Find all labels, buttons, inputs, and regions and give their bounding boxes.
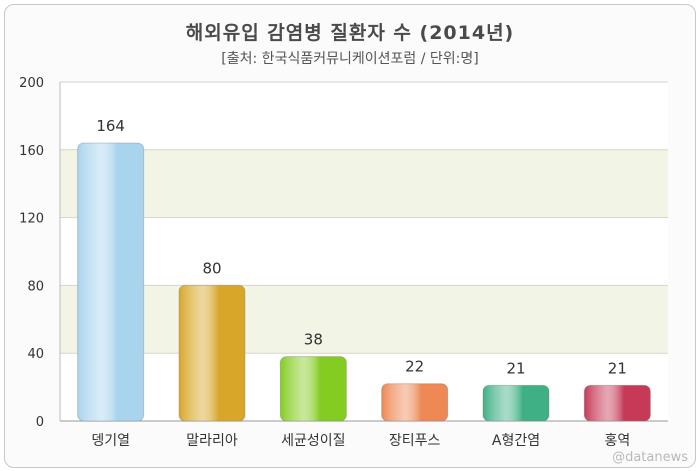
y-tick-label: 120 [19, 212, 44, 227]
chart-subtitle: [출처: 한국식품커뮤니케이션포럼 / 단위:명] [221, 51, 479, 67]
y-tick-label: 200 [19, 76, 44, 91]
x-tick-label: 말라리아 [186, 433, 238, 449]
bar-gloss [482, 384, 550, 422]
bar-gloss [583, 384, 651, 422]
bar-gloss [381, 383, 449, 422]
plot-band [60, 82, 668, 150]
bar-gloss [279, 356, 347, 422]
x-tick-label: 홍역 [604, 433, 630, 449]
x-tick-label: A형간염 [492, 433, 540, 449]
bar-gloss [178, 284, 246, 422]
plot-band [60, 217, 668, 286]
y-tick-label: 40 [27, 347, 44, 362]
plot-band [60, 285, 668, 354]
x-tick-label: 장티푸스 [389, 433, 441, 449]
bar-value-label: 38 [304, 331, 323, 349]
bar-value-label: 22 [405, 358, 424, 376]
bar-gloss [77, 142, 145, 422]
y-tick-label: 0 [36, 415, 44, 430]
x-tick-label: 뎅기열 [91, 433, 130, 449]
plot-band [60, 149, 668, 218]
y-tick-label: 160 [19, 144, 44, 159]
chart-title: 해외유입 감염병 질환자 수 (2014년) [185, 22, 515, 44]
watermark: @datanews [612, 450, 688, 465]
bar-value-label: 80 [202, 259, 221, 277]
y-tick-label: 80 [27, 279, 44, 294]
bar-value-label: 21 [506, 359, 525, 377]
plot-band [60, 353, 668, 421]
bar-value-label: 21 [608, 359, 627, 377]
x-tick-label: 세균성이질 [281, 433, 345, 449]
bar-value-label: 164 [96, 117, 125, 135]
